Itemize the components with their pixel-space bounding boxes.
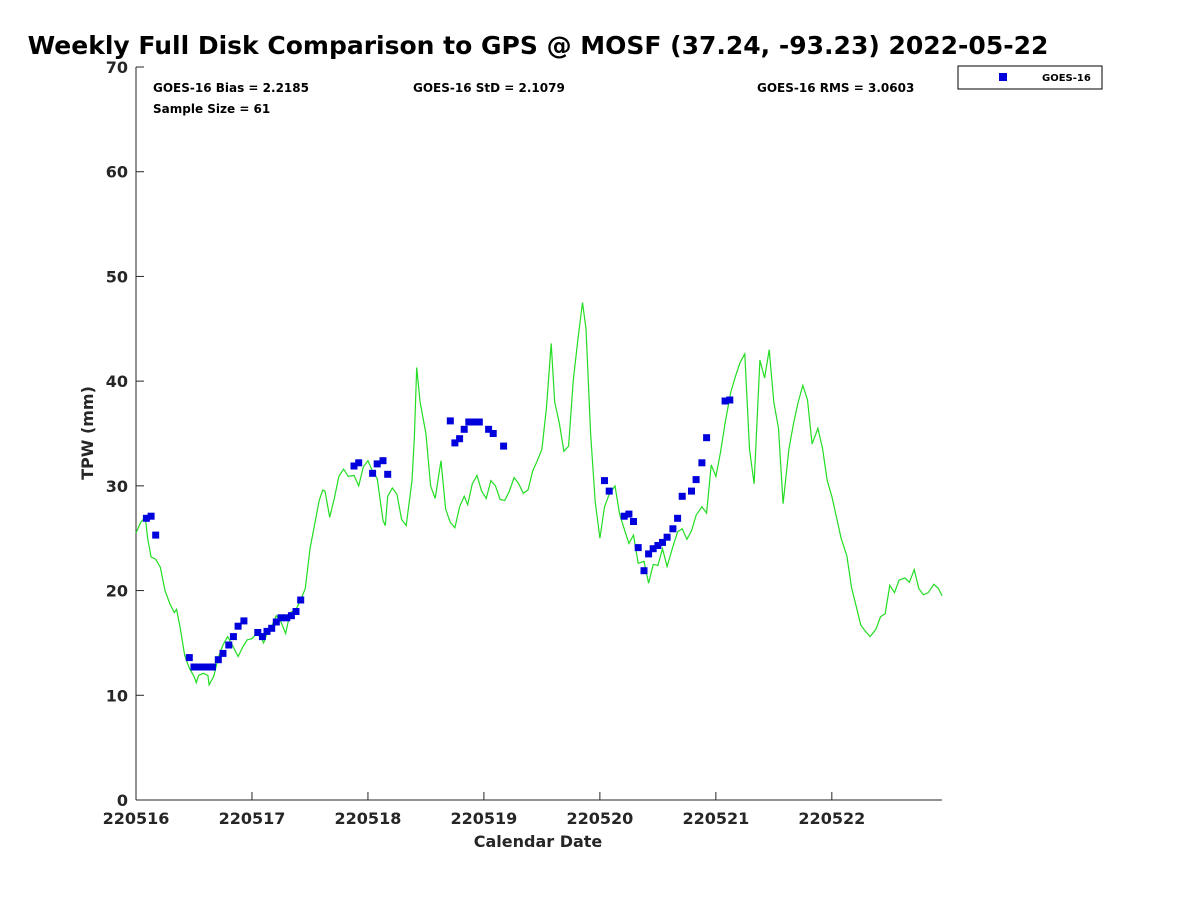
goes16-point — [649, 545, 657, 553]
goes16-point — [500, 442, 508, 450]
goes16-point — [297, 596, 305, 604]
goes16-point — [142, 514, 150, 522]
goes16-point — [152, 531, 160, 539]
goes16-point — [263, 627, 271, 635]
goes16-point — [204, 663, 212, 671]
goes16-point — [645, 550, 653, 558]
goes16-point — [355, 459, 363, 467]
goes16-point — [485, 425, 493, 433]
goes16-point — [272, 618, 280, 626]
y-tick-label: 10 — [106, 686, 128, 705]
goes16-point — [225, 641, 233, 649]
goes16-point — [605, 487, 613, 495]
goes16-point — [219, 649, 227, 657]
goes16-point — [292, 608, 300, 615]
goes16-point — [214, 656, 222, 664]
sample-size-stat: Sample Size = 61 — [153, 102, 270, 116]
chart-title: Weekly Full Disk Comparison to GPS @ MOS… — [28, 31, 1049, 60]
goes16-point — [698, 459, 706, 467]
bias-stat: GOES-16 Bias = 2.2185 — [153, 81, 309, 95]
y-axis-label: TPW (mm) — [78, 386, 97, 480]
goes16-point — [209, 663, 216, 671]
y-tick-label: 70 — [106, 58, 128, 77]
series-layer — [135, 302, 943, 687]
goes16-point — [456, 435, 464, 443]
goes16-point — [258, 633, 266, 641]
x-tick-label: 220518 — [335, 809, 402, 828]
goes16-point — [634, 544, 642, 552]
x-axis: 220516 220517 220518 220519 220520 220521 2205… — [103, 792, 942, 828]
legend-box — [957, 65, 1103, 90]
goes16-point — [465, 418, 473, 426]
goes16-point — [669, 525, 677, 533]
goes16-point — [369, 469, 377, 477]
goes16-point — [460, 425, 468, 433]
goes16-point — [234, 622, 242, 630]
y-axis: 0 10 20 30 40 50 60 70 — [106, 58, 144, 810]
x-tick-label: 220522 — [798, 809, 865, 828]
std-stat: GOES-16 StD = 2.1079 — [413, 81, 565, 95]
goes16-point — [688, 487, 695, 495]
goes16-point — [446, 417, 454, 425]
goes16-point — [254, 629, 262, 636]
y-tick-label: 60 — [106, 163, 128, 182]
goes16-point — [379, 457, 387, 465]
x-tick-label: 220516 — [103, 809, 170, 828]
goes16-point — [674, 514, 682, 522]
x-tick-label: 220520 — [566, 809, 633, 828]
goes16-point — [283, 614, 291, 622]
goes16-point — [659, 538, 666, 546]
y-tick-label: 20 — [106, 582, 128, 601]
goes16-point — [692, 476, 700, 484]
goes16-point — [625, 510, 633, 518]
x-tick-label: 220521 — [682, 809, 749, 828]
goes16-point — [190, 663, 198, 671]
y-tick-label: 30 — [106, 477, 128, 496]
goes16-point — [489, 430, 497, 437]
goes16-point — [640, 567, 648, 575]
y-tick-label: 50 — [106, 267, 128, 286]
goes16-point — [475, 418, 483, 426]
goes16-point — [373, 460, 381, 468]
goes16-point — [620, 512, 628, 520]
goes16-point — [654, 542, 662, 549]
legend-label: GOES-16 — [1042, 73, 1091, 84]
x-tick-label: 220517 — [219, 809, 286, 828]
x-axis-label: Calendar Date — [474, 832, 603, 851]
goes16-point — [287, 612, 295, 620]
goes16-point — [195, 663, 203, 671]
goes16-point — [726, 396, 734, 404]
goes16-point — [601, 477, 608, 485]
legend-marker — [999, 73, 1007, 81]
goes16-point — [350, 462, 358, 470]
goes16-point — [240, 617, 248, 625]
goes16-point — [630, 518, 637, 525]
goes16-point — [199, 663, 207, 671]
goes16-point — [229, 633, 237, 641]
goes16-point — [451, 439, 459, 447]
y-tick-label: 40 — [106, 372, 128, 391]
goes16-point — [471, 418, 479, 426]
goes16-point — [703, 434, 711, 442]
goes16-point — [678, 492, 686, 500]
goes16-point — [268, 624, 276, 632]
x-tick-label: 220519 — [451, 809, 518, 828]
y-tick-label: 0 — [117, 791, 128, 810]
goes16-point — [663, 533, 671, 541]
plot-frame — [136, 67, 942, 800]
goes16-point — [384, 470, 392, 478]
rms-stat: GOES-16 RMS = 3.0603 — [757, 81, 914, 95]
goes16-point — [147, 512, 155, 520]
goes16-point — [185, 654, 193, 662]
legend: GOES-16 — [957, 65, 1103, 90]
goes16-point — [721, 397, 729, 405]
goes16-point — [277, 614, 285, 622]
